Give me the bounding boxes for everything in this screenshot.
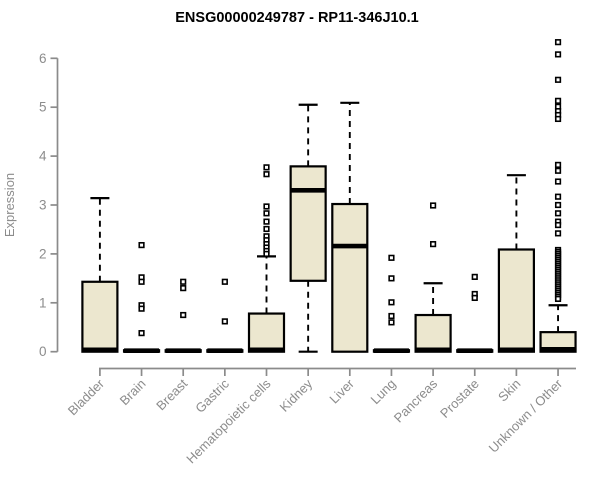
outlier-point <box>263 171 270 178</box>
iqr-box <box>247 312 286 353</box>
outlier-point <box>221 278 228 285</box>
outlier-point <box>554 97 562 104</box>
outlier-point <box>554 161 562 169</box>
outlier-point <box>180 311 187 319</box>
outlier-point <box>554 51 562 58</box>
outlier-point <box>554 210 562 217</box>
outlier-point <box>221 318 228 325</box>
outlier-point <box>138 330 145 337</box>
outlier-point <box>554 39 562 46</box>
outlier-point <box>388 275 395 282</box>
chart-title: ENSG00000249787 - RP11-346J10.1 <box>175 10 418 26</box>
outlier-point <box>138 305 145 312</box>
y-tick-label: 6 <box>39 51 47 66</box>
boxplot-liver <box>331 101 369 353</box>
boxplot-kidney <box>289 103 327 353</box>
x-tick-label: Liver <box>326 376 357 407</box>
y-axis-label: Expression <box>2 173 17 237</box>
iqr-box <box>81 280 119 353</box>
outlier-point <box>388 319 395 326</box>
x-tick-label: Lung <box>368 376 399 407</box>
outlier-point <box>554 178 562 185</box>
outlier-point <box>263 218 270 225</box>
boxplot-prostate <box>456 273 494 354</box>
y-tick-label: 5 <box>39 100 47 115</box>
y-tick-label: 0 <box>39 344 47 359</box>
outlier-point <box>554 76 562 83</box>
boxplot-pancreas <box>414 202 452 353</box>
boxplot-breast <box>164 278 202 354</box>
x-tick-label: Prostate <box>437 376 482 421</box>
x-tick-label: Gastric <box>192 376 232 416</box>
outlier-point <box>263 164 270 171</box>
outlier-point <box>554 115 562 123</box>
boxplot-brain <box>122 241 161 354</box>
outlier-point <box>180 285 187 292</box>
outlier-point <box>471 294 478 302</box>
outlier-point <box>263 210 270 217</box>
outlier-point <box>554 295 562 302</box>
box-group <box>81 39 577 354</box>
x-tick-label: Unknown / Other <box>486 376 566 456</box>
y-tick-label: 1 <box>39 295 47 310</box>
x-tick-label: Skin <box>495 376 523 404</box>
outlier-point <box>429 241 437 248</box>
outlier-point <box>429 202 437 209</box>
y-tick-label: 4 <box>39 149 47 164</box>
x-tick-label: Kidney <box>277 376 316 415</box>
boxplot-skin <box>497 174 535 353</box>
outlier-point <box>180 278 187 285</box>
outlier-point <box>138 278 145 285</box>
outlier-point <box>263 203 270 210</box>
boxplot-gastric <box>206 278 244 354</box>
outlier-point <box>388 254 395 261</box>
outlier-point <box>554 221 562 229</box>
outlier-point <box>388 299 395 306</box>
boxplot-hematopoietic-cells <box>247 164 286 353</box>
y-axis: 0 1 2 3 4 5 6 <box>39 51 59 359</box>
x-tick-label: Breast <box>153 376 190 413</box>
iqr-box <box>497 248 535 353</box>
x-tick-label: Bladder <box>65 376 108 419</box>
y-tick-label: 2 <box>39 246 47 261</box>
iqr-box <box>331 202 369 353</box>
outlier-point <box>388 312 395 320</box>
y-tick-label: 3 <box>39 198 47 213</box>
outlier-point <box>471 273 478 280</box>
boxplot-unknown-other <box>539 39 577 353</box>
outlier-point <box>554 193 562 200</box>
x-tick-label: Pancreas <box>391 376 441 426</box>
outlier-point <box>263 250 270 258</box>
iqr-box <box>414 313 452 353</box>
outlier-point <box>554 230 562 237</box>
outlier-point <box>554 167 562 174</box>
boxplot-bladder <box>81 197 119 353</box>
outlier-point <box>263 225 270 233</box>
boxplot-lung <box>372 254 411 354</box>
outlier-point <box>138 241 145 249</box>
iqr-box <box>289 165 327 282</box>
x-tick-label: Brain <box>117 376 149 408</box>
iqr-box <box>539 331 577 353</box>
outlier-point <box>554 201 562 209</box>
